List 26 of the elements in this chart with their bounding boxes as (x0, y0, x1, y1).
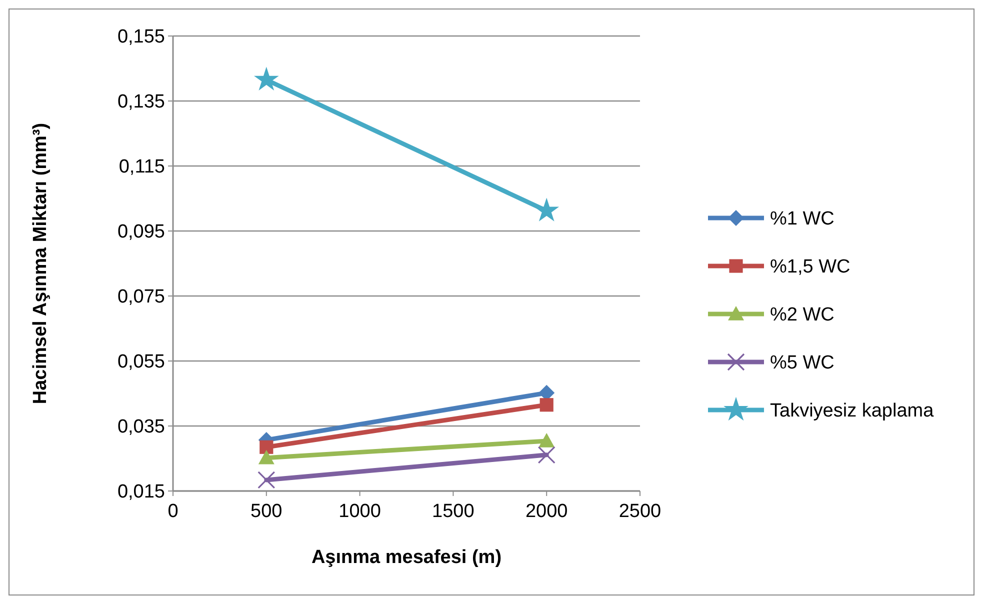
legend-label: %1 WC (770, 208, 834, 230)
point (540, 398, 554, 412)
x-tick-label: 1000 (338, 501, 381, 522)
x-tick-label: 2500 (618, 501, 662, 522)
legend-label: %5 WC (770, 352, 834, 374)
y-tick-label: 0,115 (118, 156, 165, 178)
y-tick-label: 0,055 (117, 352, 165, 373)
x-tick-label: 0 (168, 501, 178, 522)
point (538, 446, 556, 464)
point (258, 471, 276, 489)
y-axis-title: Hacimsel Aşınma Miktarı (mm³) (30, 122, 51, 404)
legend-label: %1,5 WC (770, 256, 850, 278)
y-tick-label: 0,135 (117, 92, 165, 113)
y-tick-label: 0,015 (117, 482, 165, 503)
x-tick-label: 500 (250, 501, 282, 522)
x-tick-label: 1500 (432, 501, 474, 522)
y-tick-label: 0,095 (117, 222, 165, 243)
y-tick-label: 0,155 (117, 26, 165, 48)
y-tick-label: 0,035 (117, 416, 165, 438)
legend-label: %2 WC (770, 304, 834, 326)
y-tick-label: 0,075 (117, 286, 165, 308)
x-tick-label: 2000 (525, 501, 568, 522)
legend-label: Takviyesiz kaplama (770, 400, 934, 422)
point (534, 198, 560, 222)
point (254, 66, 279, 90)
x-axis-title: Aşınma mesafesi (m) (311, 547, 502, 568)
